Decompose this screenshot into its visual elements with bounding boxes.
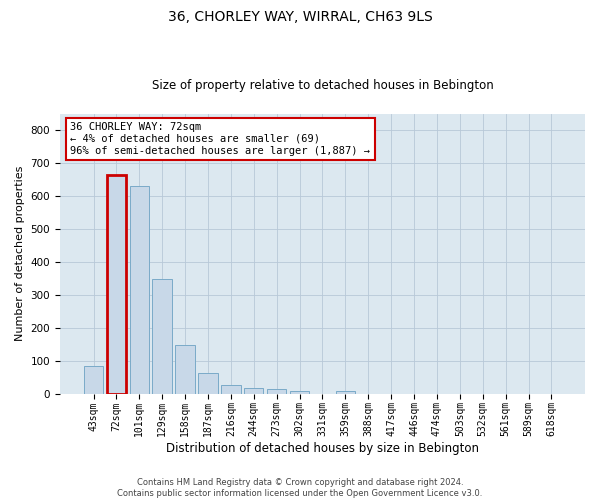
Bar bbox=[267, 389, 286, 394]
Bar bbox=[152, 280, 172, 394]
Text: Contains HM Land Registry data © Crown copyright and database right 2024.
Contai: Contains HM Land Registry data © Crown c… bbox=[118, 478, 482, 498]
Bar bbox=[290, 392, 309, 394]
Bar bbox=[198, 373, 218, 394]
Bar bbox=[221, 386, 241, 394]
Bar bbox=[244, 388, 263, 394]
Bar bbox=[84, 366, 103, 394]
Bar bbox=[335, 391, 355, 394]
X-axis label: Distribution of detached houses by size in Bebington: Distribution of detached houses by size … bbox=[166, 442, 479, 455]
Title: Size of property relative to detached houses in Bebington: Size of property relative to detached ho… bbox=[152, 79, 493, 92]
Bar bbox=[107, 175, 126, 394]
Y-axis label: Number of detached properties: Number of detached properties bbox=[15, 166, 25, 342]
Bar bbox=[130, 186, 149, 394]
Text: 36, CHORLEY WAY, WIRRAL, CH63 9LS: 36, CHORLEY WAY, WIRRAL, CH63 9LS bbox=[167, 10, 433, 24]
Text: 36 CHORLEY WAY: 72sqm
← 4% of detached houses are smaller (69)
96% of semi-detac: 36 CHORLEY WAY: 72sqm ← 4% of detached h… bbox=[70, 122, 370, 156]
Bar bbox=[175, 345, 195, 394]
